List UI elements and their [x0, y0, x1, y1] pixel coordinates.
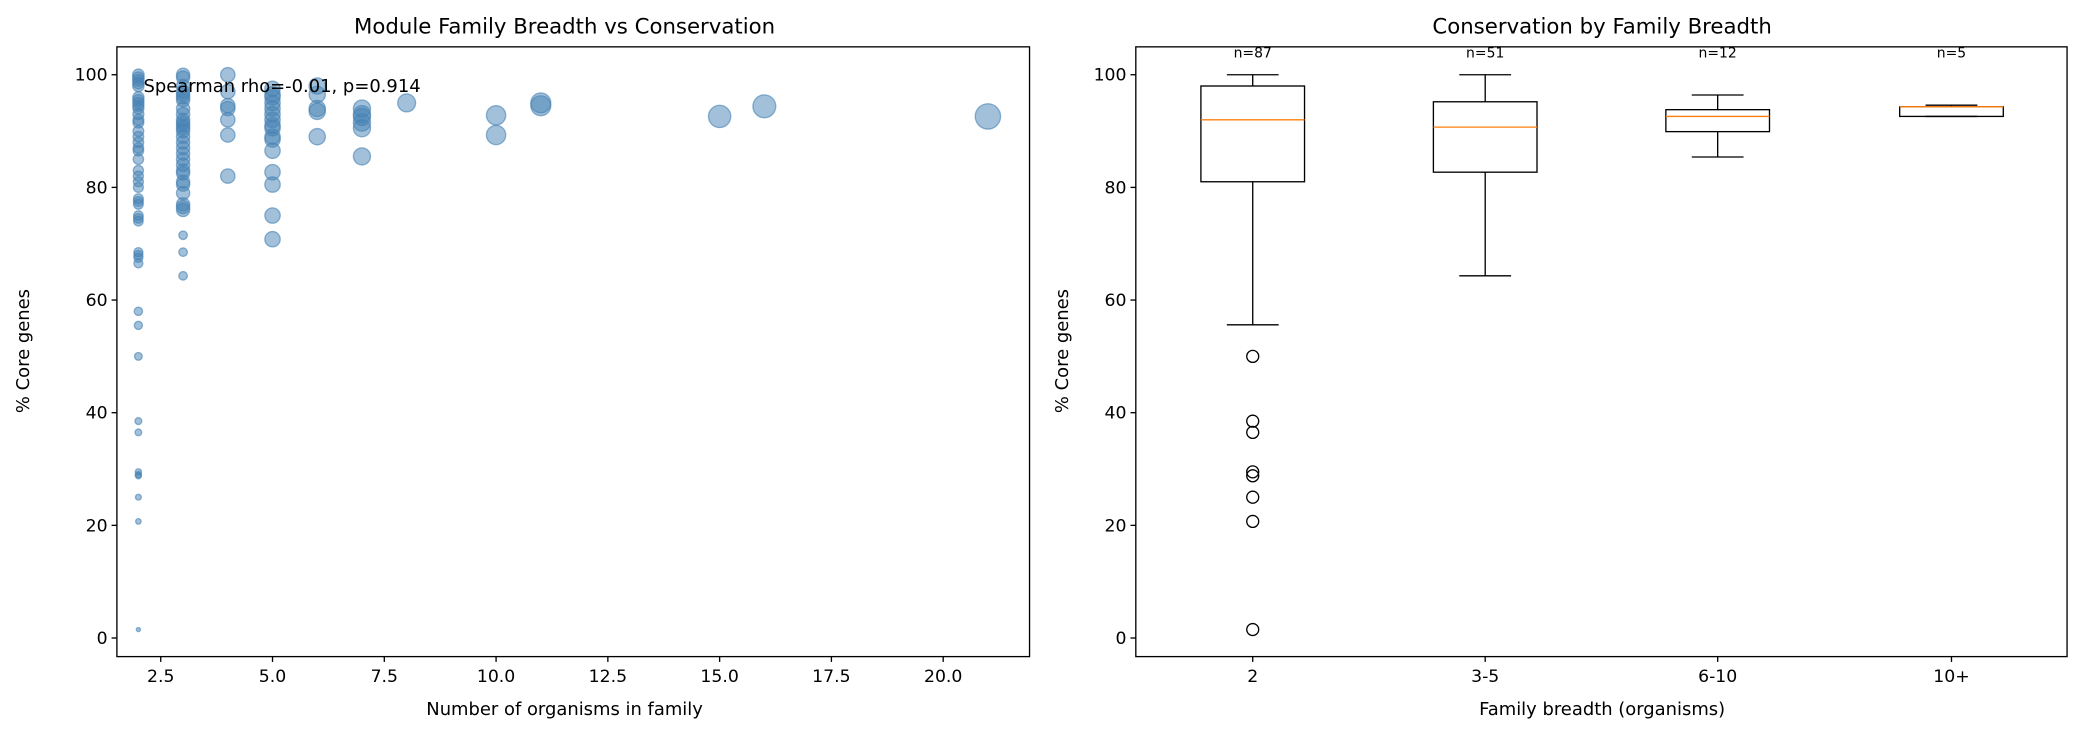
scatter-title: Module Family Breadth vs Conservation: [354, 15, 775, 40]
scatter-point: [178, 270, 189, 281]
count-label: n=51: [1466, 45, 1504, 61]
count-label: n=87: [1234, 45, 1272, 61]
scatter-point: [530, 95, 552, 117]
scatter-point: [974, 103, 1002, 130]
y-tick-label: 80: [1105, 178, 1127, 198]
x-tick-label: 7.5: [371, 667, 398, 687]
outlier-point: [1246, 414, 1260, 428]
scatter-point: [134, 428, 143, 437]
scatter-point: [308, 102, 327, 121]
y-tick-label: 20: [1105, 516, 1127, 536]
y-tick-label: 60: [1105, 291, 1127, 311]
x-tick-label: 2: [1247, 667, 1258, 687]
boxplot-y-label: % Core genes: [1052, 289, 1073, 413]
outlier-point: [1246, 514, 1260, 529]
outlier-point: [1246, 465, 1260, 479]
boxplot-boxes: n=87 n=51 n=12 n=5: [1200, 45, 2004, 637]
y-tick-label: 20: [86, 516, 108, 536]
outlier-point: [1246, 425, 1260, 440]
y-tick-label: 0: [1116, 629, 1127, 649]
x-tick-label: 15.0: [700, 667, 738, 687]
outlier-point: [1246, 622, 1260, 637]
scatter-y-label: % Core genes: [13, 289, 34, 413]
x-tick-label: 10.0: [477, 667, 515, 687]
scatter-x-label: Number of organisms in family: [426, 699, 703, 720]
y-tick-label: 60: [86, 291, 108, 311]
scatter-point: [132, 79, 145, 93]
scatter-point: [485, 104, 507, 126]
box: [1665, 109, 1771, 133]
scatter-point: [178, 247, 189, 258]
boxplot-x-ticks: 2 3-5 6-10 10+: [1247, 656, 1970, 687]
scatter-point: [707, 104, 732, 129]
scatter-point: [134, 472, 143, 480]
scatter-point: [752, 94, 777, 119]
scatter-point: [133, 351, 143, 361]
boxplot-axes-frame: [1135, 46, 2068, 658]
x-tick-label: 2.5: [147, 667, 174, 687]
boxplot-title: Conservation by Family Breadth: [1432, 15, 1771, 40]
spearman-annotation: Spearman rho=-0.01, p=0.914: [143, 76, 420, 97]
scatter-axes-frame: [116, 46, 1031, 658]
box: [1200, 85, 1306, 183]
scatter-point: [132, 181, 145, 194]
scatter-point: [485, 124, 507, 146]
x-tick-label: 17.5: [812, 667, 850, 687]
scatter-point: [264, 230, 281, 248]
scatter-point: [352, 119, 372, 138]
outlier-point: [1246, 469, 1260, 483]
scatter-point: [133, 258, 144, 269]
scatter-point: [264, 142, 281, 160]
scatter-point: [219, 127, 236, 143]
scatter-point: [352, 147, 372, 166]
y-tick-label: 40: [86, 404, 108, 424]
scatter-panel: Module Family Breadth vs Conservation 2.…: [13, 15, 1031, 720]
boxplot-y-ticks: 0 20 40 60 80 100: [1094, 66, 1136, 649]
scatter-point: [134, 517, 142, 525]
scatter-point: [134, 493, 142, 501]
outlier-point: [1246, 349, 1260, 364]
scatter-point: [175, 202, 191, 218]
scatter-y-ticks: 0 20 40 60 80 100: [75, 66, 117, 649]
count-label: n=12: [1699, 45, 1737, 61]
x-tick-label: 3-5: [1471, 667, 1499, 687]
y-tick-label: 40: [1105, 404, 1127, 424]
scatter-point: [308, 127, 327, 146]
boxplot-x-label: Family breadth (organisms): [1479, 699, 1725, 720]
scatter-point: [219, 66, 236, 83]
scatter-point: [132, 215, 144, 227]
y-tick-label: 80: [86, 178, 108, 198]
x-tick-label: 5.0: [259, 667, 286, 687]
scatter-point: [264, 176, 281, 193]
scatter-points: [132, 66, 1002, 633]
box: [1432, 101, 1538, 173]
scatter-point: [219, 168, 236, 184]
y-tick-label: 0: [97, 629, 108, 649]
scatter-point: [133, 306, 144, 317]
box: [1899, 106, 2004, 118]
scatter-point: [178, 230, 189, 241]
scatter-point: [264, 207, 281, 224]
outlier-point: [1246, 490, 1260, 504]
scatter-point: [134, 417, 143, 426]
boxplot-panel: Conservation by Family Breadth n=87 n=51 n…: [1052, 15, 2068, 720]
y-tick-label: 100: [75, 66, 108, 86]
x-tick-label: 12.5: [589, 667, 627, 687]
scatter-point: [135, 626, 142, 633]
count-label: n=5: [1937, 45, 1966, 61]
x-tick-label: 6-10: [1698, 667, 1737, 687]
scatter-point: [132, 153, 145, 166]
scatter-x-ticks: 2.5 5.0 7.5 10.0 12.5 15.0 17.5 20.0: [147, 656, 962, 687]
x-tick-label: 20.0: [924, 667, 962, 687]
scatter-point: [132, 198, 144, 210]
scatter-point: [133, 320, 144, 331]
y-tick-label: 100: [1094, 66, 1127, 86]
scatter-point: [219, 111, 236, 128]
x-tick-label: 10+: [1933, 667, 1969, 687]
scatter-point: [397, 93, 417, 113]
